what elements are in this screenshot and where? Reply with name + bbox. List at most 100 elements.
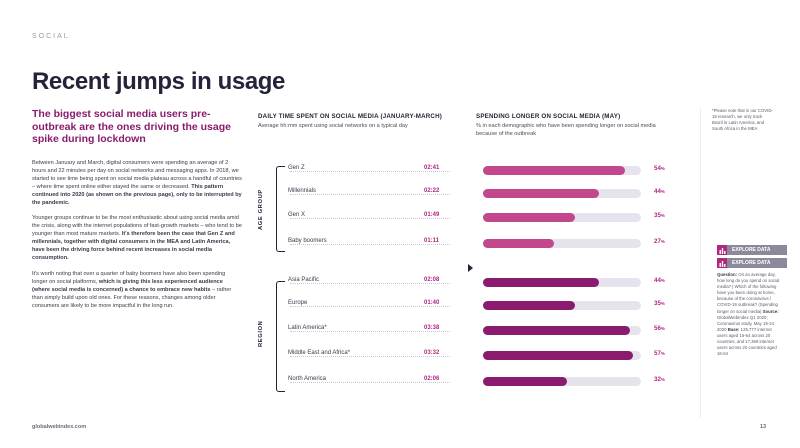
page-subtitle: The biggest social media users pre-outbr…	[32, 108, 231, 145]
source-text: GlobalWebIndex Q1 2020; Coronavirus stud…	[717, 314, 774, 332]
percent-value: 35	[654, 212, 661, 219]
category-label: North America	[288, 376, 329, 382]
body-p1-text: Between January and March, digital consu…	[32, 160, 242, 190]
bar	[483, 301, 576, 310]
percent-suffix: %	[660, 166, 665, 171]
bar	[483, 278, 599, 287]
leader-dots	[290, 244, 450, 245]
body-p3-text-a: It's worth noting that over a quarter of…	[32, 270, 226, 285]
category-label: Europe	[288, 300, 310, 306]
percent-suffix: %	[660, 351, 665, 356]
explore-data-button-1[interactable]: EXPLORE DATA	[717, 245, 787, 255]
time-spent-value: 02:08	[422, 277, 440, 283]
region-label: REGION	[258, 320, 264, 347]
category-label: Baby boomers	[288, 238, 329, 244]
body-paragraph-3: It's worth noting that over a quarter of…	[32, 271, 242, 311]
source-label: Source:	[762, 308, 779, 314]
percent-suffix: %	[660, 213, 665, 218]
category-label: Latin America*	[288, 325, 329, 331]
left-chart-heading: DAILY TIME SPENT ON SOCIAL MEDIA (JANUAR…	[258, 113, 443, 120]
question-source-text: Question: On an average day, how long do…	[717, 272, 783, 357]
leader-dots	[290, 283, 450, 284]
bar	[483, 189, 599, 198]
divider	[700, 108, 701, 418]
leader-dots	[290, 331, 450, 332]
percent-label: 56%	[654, 325, 665, 332]
percent-label: 54%	[654, 165, 665, 172]
percent-label: 32%	[654, 376, 665, 383]
right-chart-heading: SPENDING LONGER ON SOCIAL MEDIA (MAY)	[476, 113, 621, 120]
percent-value: 35	[654, 300, 661, 307]
body-paragraph-1: Between January and March, digital consu…	[32, 160, 242, 207]
percent-value: 44	[654, 277, 661, 284]
percent-label: 35%	[654, 212, 665, 219]
bar	[483, 326, 631, 335]
footnote: *Please note that in our COVID-19 resear…	[712, 108, 773, 131]
footer-site[interactable]: globalwebindex.com	[32, 424, 87, 430]
percent-value: 57	[654, 350, 661, 357]
body-paragraph-2: Younger groups continue to be the most e…	[32, 215, 242, 262]
percent-suffix: %	[660, 377, 665, 382]
time-spent-value: 01:11	[422, 238, 440, 244]
percent-label: 35%	[654, 300, 665, 307]
percent-label: 44%	[654, 277, 665, 284]
percent-suffix: %	[660, 301, 665, 306]
leader-dots	[290, 356, 450, 357]
bar	[483, 377, 568, 386]
base-text: 125,777 internet users aged 16-64 across…	[717, 326, 777, 357]
region-bracket	[276, 281, 285, 392]
percent-value: 44	[654, 188, 661, 195]
percent-label: 57%	[654, 350, 665, 357]
category-label: Millennials	[288, 188, 319, 194]
leader-dots	[290, 306, 450, 307]
body-p2-bold: It's therefore been the case that Gen Z …	[32, 231, 235, 261]
bar	[483, 166, 626, 175]
leader-dots	[290, 382, 450, 383]
percent-label: 27%	[654, 238, 665, 245]
explore-data-label-2: EXPLORE DATA	[732, 260, 771, 266]
percent-value: 27	[654, 238, 661, 245]
category-label: Gen X	[288, 212, 308, 218]
bar-chart-icon	[717, 245, 727, 255]
bar-track	[483, 239, 641, 248]
time-spent-value: 03:32	[422, 350, 440, 356]
section-label: SOCIAL	[32, 33, 70, 40]
body-text: Between January and March, digital consu…	[32, 160, 242, 318]
category-label: Gen Z	[288, 165, 307, 171]
right-chart-subheading: % in each demographic who have been spen…	[476, 123, 656, 137]
percent-value: 32	[654, 376, 661, 383]
category-label: Middle East and Africa*	[288, 350, 353, 356]
bar	[483, 351, 634, 360]
time-spent-value: 01:40	[422, 300, 440, 306]
time-spent-value: 03:38	[422, 325, 440, 331]
arrow-right-icon	[468, 264, 473, 272]
bar-chart-icon	[717, 258, 727, 268]
leader-dots	[290, 194, 450, 195]
leader-dots	[290, 218, 450, 219]
percent-value: 56	[654, 325, 661, 332]
explore-data-label-1: EXPLORE DATA	[732, 247, 771, 253]
category-label: Asia Pacific	[288, 277, 322, 283]
time-spent-value: 02:22	[422, 188, 440, 194]
percent-label: 44%	[654, 188, 665, 195]
left-chart-subheading: Average hh:mm spent using social network…	[258, 123, 408, 129]
age-group-bracket	[276, 166, 285, 252]
body-p2-text: Younger groups continue to be the most e…	[32, 215, 242, 238]
percent-value: 54	[654, 165, 661, 172]
body-p1-bold: This pattern continued into 2020 (as sho…	[32, 183, 242, 206]
page-title: Recent jumps in usage	[32, 68, 285, 95]
age-group-label: AGE GROUP	[258, 189, 264, 230]
percent-suffix: %	[660, 278, 665, 283]
explore-data-button-2[interactable]: EXPLORE DATA	[717, 258, 787, 268]
question-label: Question:	[717, 272, 738, 277]
bar	[483, 213, 576, 222]
base-label: Base:	[727, 326, 740, 332]
time-spent-value: 01:49	[422, 212, 440, 218]
question-text: On an average day, how long do you spend…	[717, 272, 780, 314]
body-p3-text-b: – rather than simply build upon old ones…	[32, 286, 232, 309]
percent-suffix: %	[660, 326, 665, 331]
body-p3-bold: which is giving this less experienced au…	[32, 278, 223, 293]
bar	[483, 239, 555, 248]
time-spent-value: 02:06	[422, 376, 440, 382]
page-number: 13	[760, 424, 767, 430]
